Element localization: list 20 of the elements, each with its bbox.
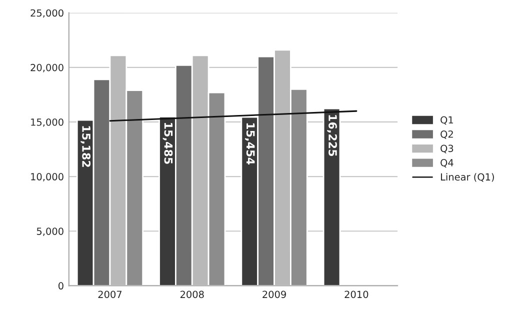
data-label: 15,454	[244, 123, 255, 164]
legend-label: Q2	[440, 130, 453, 139]
x-tick-label: 2009	[262, 290, 286, 298]
bar	[322, 108, 341, 286]
x-tick-label: 2007	[98, 290, 122, 298]
x-tick-label: 2008	[180, 290, 204, 298]
y-tick-label: 25,000	[30, 9, 64, 18]
y-tick-label: 15,000	[31, 118, 64, 127]
x-tick-label: 2010	[344, 290, 368, 298]
y-tick-label: 10,000	[31, 173, 64, 182]
y-tick-label: 0	[58, 282, 64, 290]
data-label: 15,485	[162, 123, 173, 164]
data-label: 16,225	[327, 115, 337, 156]
data-label: 15,182	[80, 126, 91, 167]
legend-label: Q4	[440, 159, 454, 168]
legend-label: Q1	[440, 116, 453, 125]
legend-label: Q3	[440, 144, 454, 154]
legend-label: Linear (Q1)	[441, 173, 494, 182]
y-tick-label: 20,000	[30, 64, 64, 72]
y-tick-label: 5,000	[36, 228, 64, 236]
